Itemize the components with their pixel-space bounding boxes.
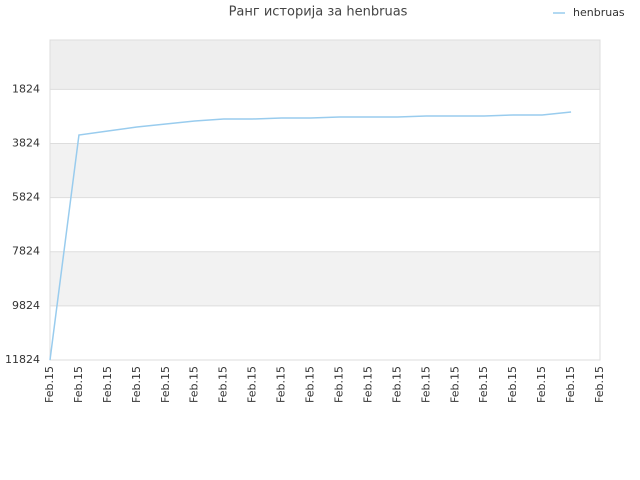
y-tick-label: 1824 [12,82,40,95]
x-tick-label: Feb.15 [448,366,461,403]
x-tick-label: Feb.15 [535,366,548,403]
x-tick-label: Feb.15 [506,366,519,403]
y-tick-label: 3824 [12,136,40,149]
x-tick-label: Feb.15 [159,366,172,403]
x-tick-label: Feb.15 [361,366,374,403]
x-tick-label: Feb.15 [72,366,85,403]
band [50,89,600,144]
x-tick-label: Feb.15 [217,366,230,403]
chart-title: Ранг историја за henbruas [229,5,408,20]
x-tick-label: Feb.15 [332,366,345,403]
x-tick-label: Feb.15 [246,366,259,403]
y-tick-label: 9824 [12,299,40,312]
x-tick-label: Feb.15 [275,366,288,403]
x-tick-label: Feb.15 [564,366,577,403]
y-tick-label: 5824 [12,191,40,204]
x-tick-label: Feb.15 [477,366,490,403]
line [49,111,572,361]
band [50,40,600,90]
x-tick-label: Feb.15 [304,366,317,403]
y-tick-label: 11824 [5,353,40,366]
y-tick-label: 7824 [12,245,40,258]
x-tick-label: Feb.15 [390,366,403,403]
band [50,143,600,198]
band [50,305,600,360]
legend-label: henbruas [573,6,625,19]
band [50,197,600,252]
x-tick-label: Feb.15 [188,366,201,403]
band [50,251,600,306]
x-tick-label: Feb.15 [130,366,143,403]
x-tick-label: Feb.15 [43,366,56,403]
x-tick-label: Feb.15 [101,366,114,403]
x-tick-label: Feb.15 [419,366,432,403]
x-tick-label: Feb.15 [593,366,606,403]
